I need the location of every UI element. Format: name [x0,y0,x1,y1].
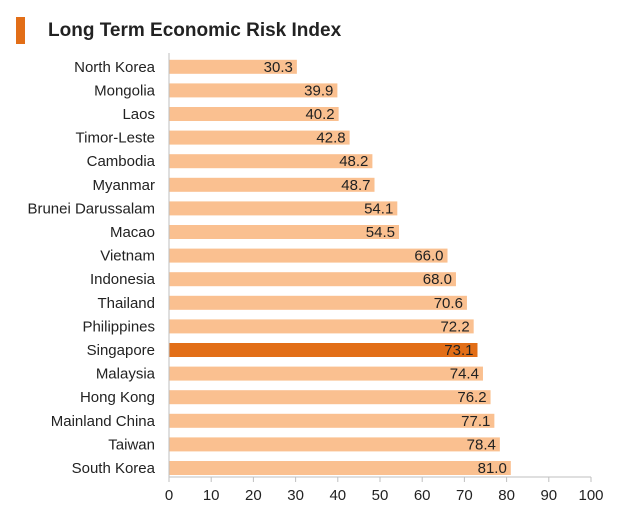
x-tick-label: 10 [203,487,220,504]
x-tick-label: 30 [287,487,304,504]
title-accent-bar [16,17,25,44]
value-label: 39.9 [304,82,333,99]
value-label: 81.0 [478,460,507,477]
bar [169,59,297,74]
x-tick-label: 60 [414,487,431,504]
category-label: Mainland China [51,413,156,430]
bar [169,130,350,145]
bar [169,413,495,428]
category-label: Thailand [97,295,155,312]
category-label: Mongolia [94,82,156,99]
value-label: 76.2 [457,389,486,406]
category-label: Brunei Darussalam [27,200,155,217]
category-label: Singapore [87,342,155,359]
category-label: Cambodia [87,153,156,170]
bar [169,319,474,334]
x-tick-label: 0 [165,487,173,504]
x-tick-label: 90 [540,487,557,504]
category-label: Laos [122,106,155,123]
x-tick-label: 20 [245,487,262,504]
x-tick-label: 40 [329,487,346,504]
value-label: 74.4 [450,366,479,383]
bar [169,225,399,239]
bar [169,272,456,287]
category-label: Malaysia [96,366,156,383]
bar [169,295,467,310]
bar [169,107,339,121]
chart-title: Long Term Economic Risk Index [48,20,342,41]
value-label: 66.0 [414,248,443,265]
category-label: Taiwan [108,436,155,453]
value-label: 78.4 [467,436,496,453]
value-label: 48.2 [339,153,368,170]
category-label: North Korea [74,59,156,76]
value-label: 40.2 [305,106,334,123]
bar [169,83,338,98]
category-label: Macao [110,224,155,241]
value-label: 30.3 [264,59,293,76]
bar [169,461,511,475]
x-tick-label: 70 [456,487,473,504]
category-label: Philippines [82,318,155,335]
bar [169,201,398,216]
value-label: 48.7 [341,177,370,194]
value-label: 70.6 [434,295,463,312]
category-label: South Korea [72,460,156,477]
category-label: Timor-Leste [76,130,155,147]
value-label: 54.5 [366,224,395,241]
x-tick-label: 50 [372,487,389,504]
bar [169,366,483,381]
bar [169,177,375,192]
bar [169,154,373,169]
bar [169,390,491,405]
category-label: Vietnam [100,248,155,265]
value-label: 42.8 [316,130,345,147]
category-label: Myanmar [92,177,155,194]
bar-highlight [169,343,478,357]
category-label: Indonesia [90,271,156,288]
category-label: Hong Kong [80,389,155,406]
x-tick-label: 80 [498,487,515,504]
bar [169,248,448,263]
bar [169,437,500,452]
value-label: 72.2 [440,318,469,335]
value-label: 54.1 [364,200,393,217]
value-label: 73.1 [444,342,473,359]
value-label: 68.0 [423,271,452,288]
value-label: 77.1 [461,413,490,430]
x-tick-label: 100 [578,487,603,504]
